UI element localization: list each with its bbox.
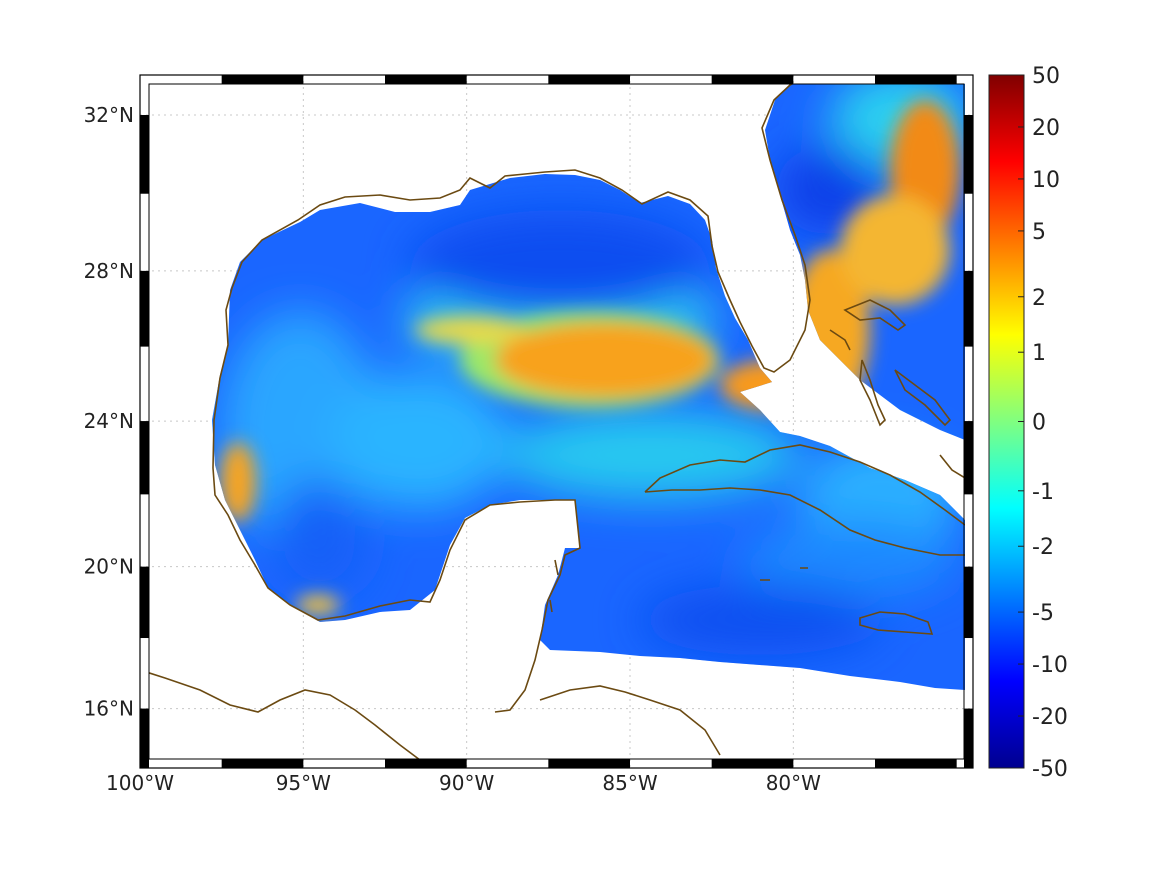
frame-segment xyxy=(140,708,149,768)
frame-segment xyxy=(875,759,957,768)
west-gulf-max xyxy=(220,442,256,522)
colorbar-tick-label: 2 xyxy=(1032,286,1046,311)
hispaniola-coastline xyxy=(939,454,965,479)
colorbar-tick-label: -50 xyxy=(1032,757,1068,782)
frame-segment xyxy=(548,759,630,768)
latitude-tick-label: 28°N xyxy=(84,259,134,283)
frame-segment xyxy=(221,75,304,84)
jamaica-coastline xyxy=(859,611,934,635)
coastlines xyxy=(149,84,965,760)
longitude-tick-label: 95°W xyxy=(276,771,331,795)
frame-segment xyxy=(964,708,973,768)
frame-segment xyxy=(221,759,304,768)
field-blob xyxy=(410,210,710,320)
colorbar-tick-label: 50 xyxy=(1032,64,1060,89)
frame-segment xyxy=(964,421,973,495)
central-america-coastline xyxy=(539,685,721,756)
gulf-stream-mid xyxy=(840,195,950,305)
map-frame xyxy=(139,74,974,769)
frame-segment xyxy=(964,115,973,194)
yucatan-keys-coastline xyxy=(549,559,559,613)
colorbar-tick-label: -20 xyxy=(1032,705,1068,730)
longitude-labels: 100°W 95°W 90°W 85°W 80°W xyxy=(106,771,821,795)
frame-segment xyxy=(964,270,973,347)
campeche-max xyxy=(296,595,340,615)
colorbar-tick-label: -2 xyxy=(1032,535,1054,560)
loop-current-core xyxy=(495,322,715,398)
longitude-tick-label: 85°W xyxy=(602,771,657,795)
cayman-islands-coastline xyxy=(760,567,808,581)
colorbar-tick-label: 20 xyxy=(1032,116,1060,141)
mexico-pacific-coastline xyxy=(149,672,421,760)
frame-segment xyxy=(875,75,957,84)
frame-segment xyxy=(711,759,794,768)
loop-current-tail xyxy=(415,316,525,344)
frame-segment xyxy=(140,421,149,495)
colorbar-tick-label: -1 xyxy=(1032,480,1054,505)
latitude-tick-label: 16°N xyxy=(84,697,134,721)
field-blob xyxy=(330,370,510,510)
frame-segment xyxy=(385,75,467,84)
colorbar-tick-label: 10 xyxy=(1032,168,1060,193)
field-warm-features xyxy=(220,100,960,615)
latitude-tick-label: 24°N xyxy=(84,409,134,433)
colorbar-tick-label: 1 xyxy=(1032,341,1046,366)
colorbar-tick-label: 5 xyxy=(1032,220,1046,245)
bahamas-coastline xyxy=(829,299,952,427)
colorbar-tick-label: -5 xyxy=(1032,601,1054,626)
latitude-labels: 32°N 28°N 24°N 20°N 16°N xyxy=(84,103,134,721)
frame-segment xyxy=(548,75,630,84)
longitude-tick-label: 80°W xyxy=(766,771,821,795)
frame-segment xyxy=(140,270,149,347)
longitude-tick-label: 90°W xyxy=(439,771,494,795)
longitude-tick-label: 100°W xyxy=(106,771,174,795)
frame-segment xyxy=(385,759,467,768)
frame-segment xyxy=(964,566,973,639)
frame-segment xyxy=(140,566,149,639)
frame-segment xyxy=(140,115,149,194)
latitude-tick-label: 32°N xyxy=(84,103,134,127)
field-blob xyxy=(740,520,960,600)
colorbar-tick-label: 0 xyxy=(1032,411,1046,436)
colorbar-tick-label: -10 xyxy=(1032,653,1068,678)
latitude-tick-label: 20°N xyxy=(84,555,134,579)
field-blob xyxy=(270,480,370,600)
cuba-coastline xyxy=(644,444,965,556)
frame-segment xyxy=(711,75,794,84)
mexico-gulf-coastline xyxy=(212,467,581,713)
field-blob xyxy=(640,585,880,655)
field-blob xyxy=(500,410,800,500)
sst-field xyxy=(212,84,965,690)
us-gulf-coastline xyxy=(212,84,811,469)
